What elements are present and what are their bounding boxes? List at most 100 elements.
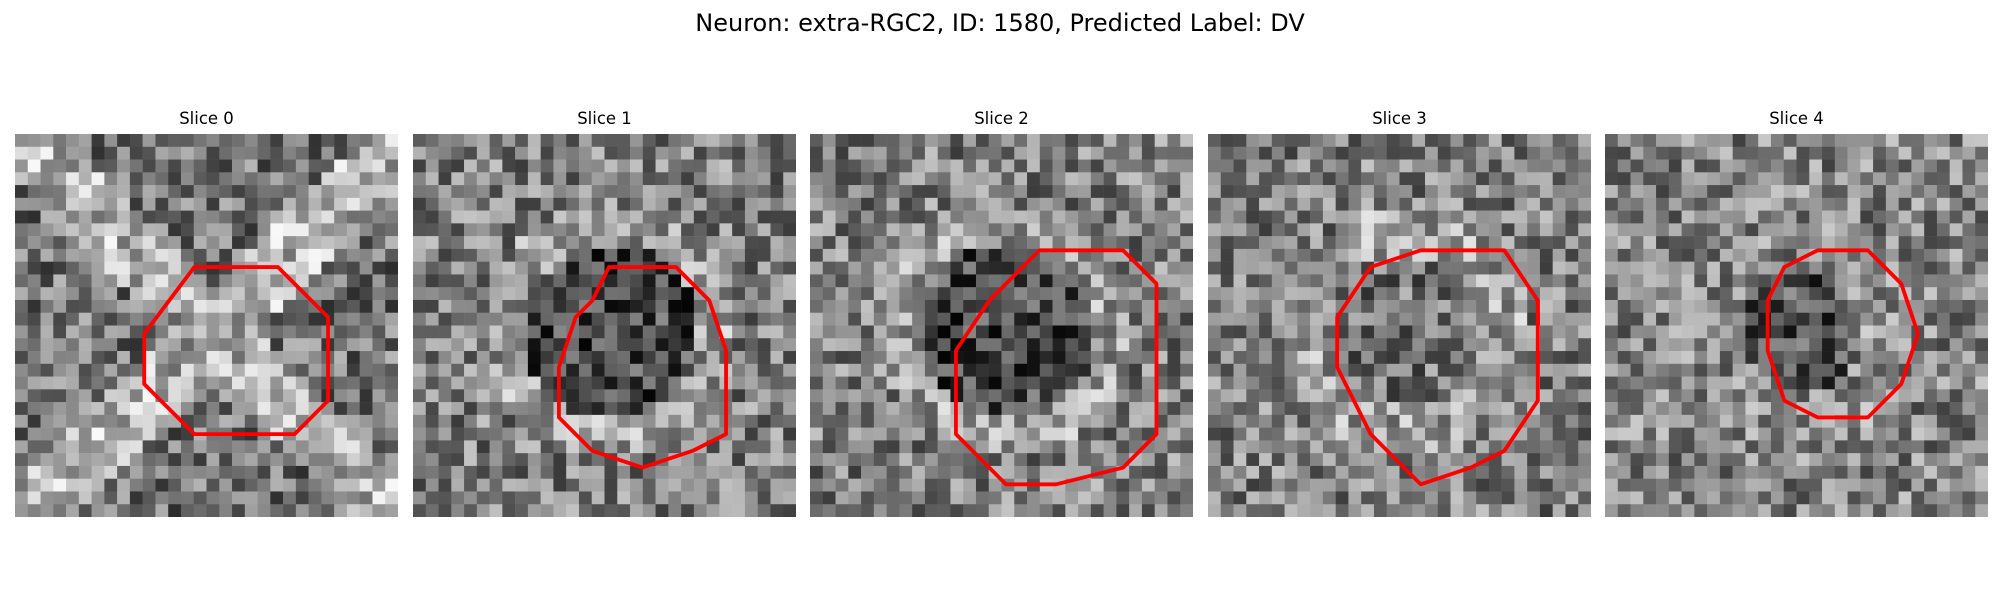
pixel <box>1129 287 1143 301</box>
pixel <box>1246 210 1260 224</box>
pixel <box>53 236 67 250</box>
pixel <box>744 287 758 301</box>
pixel <box>27 351 41 365</box>
pixel <box>308 504 322 517</box>
pixel <box>783 427 796 441</box>
pixel <box>1514 465 1528 479</box>
pixel <box>104 197 118 211</box>
pixel <box>1297 185 1311 199</box>
pixel <box>1936 248 1950 262</box>
pixel <box>566 363 580 377</box>
pixel <box>1180 159 1193 173</box>
pixel <box>104 504 118 517</box>
pixel <box>1630 146 1644 160</box>
pixel <box>1936 299 1950 313</box>
pixel <box>1783 236 1797 250</box>
pixel <box>1039 134 1053 148</box>
pixel <box>451 146 465 160</box>
pixel <box>283 504 297 517</box>
pixel <box>1681 287 1695 301</box>
pixel <box>1335 223 1349 237</box>
pixel <box>912 146 926 160</box>
pixel <box>1078 287 1092 301</box>
pixel <box>1668 134 1682 148</box>
pixel <box>1450 134 1464 148</box>
pixel <box>1565 185 1579 199</box>
pixel <box>937 427 951 441</box>
pixel <box>770 465 784 479</box>
pixel <box>1141 376 1155 390</box>
pixel <box>861 312 875 326</box>
pixel <box>1911 274 1925 288</box>
pixel <box>129 312 143 326</box>
pixel <box>1412 223 1426 237</box>
pixel <box>1501 389 1515 403</box>
pixel <box>1425 299 1439 313</box>
pixel <box>1975 134 1988 148</box>
pixel <box>668 338 682 352</box>
pixel <box>464 491 478 505</box>
pixel <box>1732 299 1746 313</box>
pixel <box>1732 197 1746 211</box>
pixel <box>1271 287 1285 301</box>
pixel <box>604 389 618 403</box>
pixel <box>1949 210 1963 224</box>
pixel <box>1001 223 1015 237</box>
pixel <box>295 389 309 403</box>
pixel <box>283 312 297 326</box>
pixel <box>873 236 887 250</box>
pixel <box>385 287 398 301</box>
pixel <box>950 261 964 275</box>
pixel <box>15 146 29 160</box>
pixel <box>1399 325 1413 339</box>
pixel <box>425 248 439 262</box>
pixel <box>527 312 541 326</box>
pixel <box>655 185 669 199</box>
pixel <box>206 453 220 467</box>
pixel <box>1476 299 1490 313</box>
pixel <box>1167 351 1181 365</box>
pixel <box>15 197 29 211</box>
pixel <box>744 325 758 339</box>
pixel <box>810 134 824 148</box>
pixel <box>219 504 233 517</box>
pixel <box>1284 261 1298 275</box>
pixel <box>744 478 758 492</box>
pixel <box>1335 504 1349 517</box>
pixel <box>451 440 465 454</box>
pixel <box>359 223 373 237</box>
pixel <box>451 159 465 173</box>
pixel <box>1103 376 1117 390</box>
pixel <box>334 134 348 148</box>
pixel <box>681 389 695 403</box>
pixel <box>1630 491 1644 505</box>
pixel <box>1975 389 1988 403</box>
pixel <box>822 414 836 428</box>
pixel <box>1259 210 1273 224</box>
pixel <box>385 312 398 326</box>
pixel <box>1822 376 1836 390</box>
pixel <box>15 338 29 352</box>
pixel <box>1694 299 1708 313</box>
pixel <box>937 236 951 250</box>
pixel <box>1565 363 1579 377</box>
pixel <box>1770 414 1784 428</box>
pixel <box>308 491 322 505</box>
pixel <box>372 338 386 352</box>
pixel <box>295 261 309 275</box>
pixel <box>1078 414 1092 428</box>
pixel <box>66 363 80 377</box>
pixel <box>142 491 156 505</box>
pixel <box>1463 210 1477 224</box>
pixel <box>1220 210 1234 224</box>
pixel <box>1412 325 1426 339</box>
pixel <box>232 414 246 428</box>
pixel <box>1860 185 1874 199</box>
pixel <box>873 210 887 224</box>
pixel <box>270 223 284 237</box>
pixel <box>1527 427 1541 441</box>
pixel <box>78 465 92 479</box>
pixel <box>706 146 720 160</box>
pixel <box>1335 414 1349 428</box>
pixel <box>810 453 824 467</box>
